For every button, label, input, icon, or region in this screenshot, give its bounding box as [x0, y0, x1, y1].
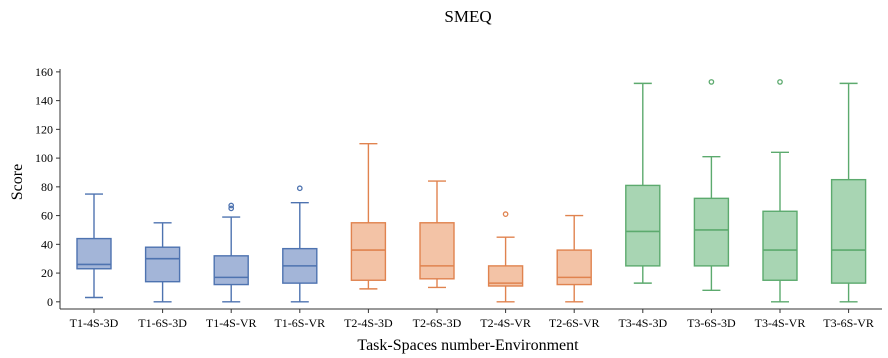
y-tick-label: 60: [41, 209, 53, 223]
box-t1-6s-vr: [282, 185, 318, 303]
box-t1-4s-3d: [76, 193, 112, 299]
outlier-point: [777, 79, 783, 85]
box-t2-6s-3d: [419, 180, 455, 289]
iqr-box: [625, 184, 661, 267]
iqr-box: [693, 197, 730, 267]
iqr-box: [762, 210, 798, 281]
y-ticks: 0 20 40 60 80 100 120 140 160: [35, 65, 60, 309]
iqr-box: [830, 178, 867, 284]
outlier-point: [502, 211, 509, 217]
x-tick-label: T3-4S-3D: [618, 316, 667, 330]
y-tick-label: 0: [47, 295, 53, 309]
outlier-point: [296, 185, 303, 192]
box-t2-6s-vr: [556, 214, 592, 303]
x-tick-label: T2-6S-VR: [549, 316, 600, 330]
y-tick-label: 20: [41, 266, 53, 280]
x-tick-label: T1-4S-VR: [206, 316, 257, 330]
box-t3-4s-vr: [762, 79, 798, 303]
y-tick-label: 120: [35, 122, 53, 136]
box-t3-4s-3d: [625, 82, 661, 284]
x-tick-label: T1-6S-VR: [274, 316, 325, 330]
outlier-point: [228, 205, 235, 212]
iqr-box: [419, 222, 455, 280]
iqr-box: [556, 249, 592, 286]
x-tick-label: T3-6S-3D: [687, 316, 736, 330]
x-tick-label: T2-6S-3D: [413, 316, 462, 330]
box-t1-6s-3d: [144, 222, 181, 303]
x-tick-label: T3-4S-VR: [755, 316, 806, 330]
outlier-point: [708, 79, 715, 85]
box-t1-4s-vr: [213, 202, 249, 303]
x-ticks: T1-4S-3D T1-6S-3D T1-4S-VR T1-6S-VR T2-4S-3D…: [70, 309, 874, 330]
iqr-box: [144, 246, 181, 283]
iqr-box: [487, 265, 524, 287]
box-t3-6s-3d: [693, 79, 730, 292]
box-t2-4s-3d: [350, 143, 387, 290]
box-t2-4s-vr: [487, 211, 524, 303]
y-tick-label: 160: [35, 65, 53, 79]
x-tick-label: T3-6S-VR: [823, 316, 874, 330]
x-axis-label: Task-Spaces number-Environment: [357, 337, 579, 354]
y-axis-label: Score: [9, 164, 26, 200]
outlier-point: [228, 202, 235, 209]
y-tick-label: 100: [35, 151, 53, 165]
x-tick-label: T1-6S-3D: [138, 316, 187, 330]
x-tick-label: T1-4S-3D: [70, 316, 119, 330]
x-tick-label: T2-4S-VR: [480, 316, 531, 330]
y-tick-label: 40: [41, 237, 53, 251]
box-t3-6s-vr: [830, 82, 867, 303]
y-tick-label: 80: [41, 180, 53, 194]
iqr-box: [350, 222, 387, 281]
chart-title: SMEQ: [444, 7, 491, 26]
x-tick-label: T2-4S-3D: [344, 316, 393, 330]
y-tick-label: 140: [35, 94, 53, 108]
iqr-box: [213, 255, 249, 286]
boxes-layer: [76, 79, 867, 303]
